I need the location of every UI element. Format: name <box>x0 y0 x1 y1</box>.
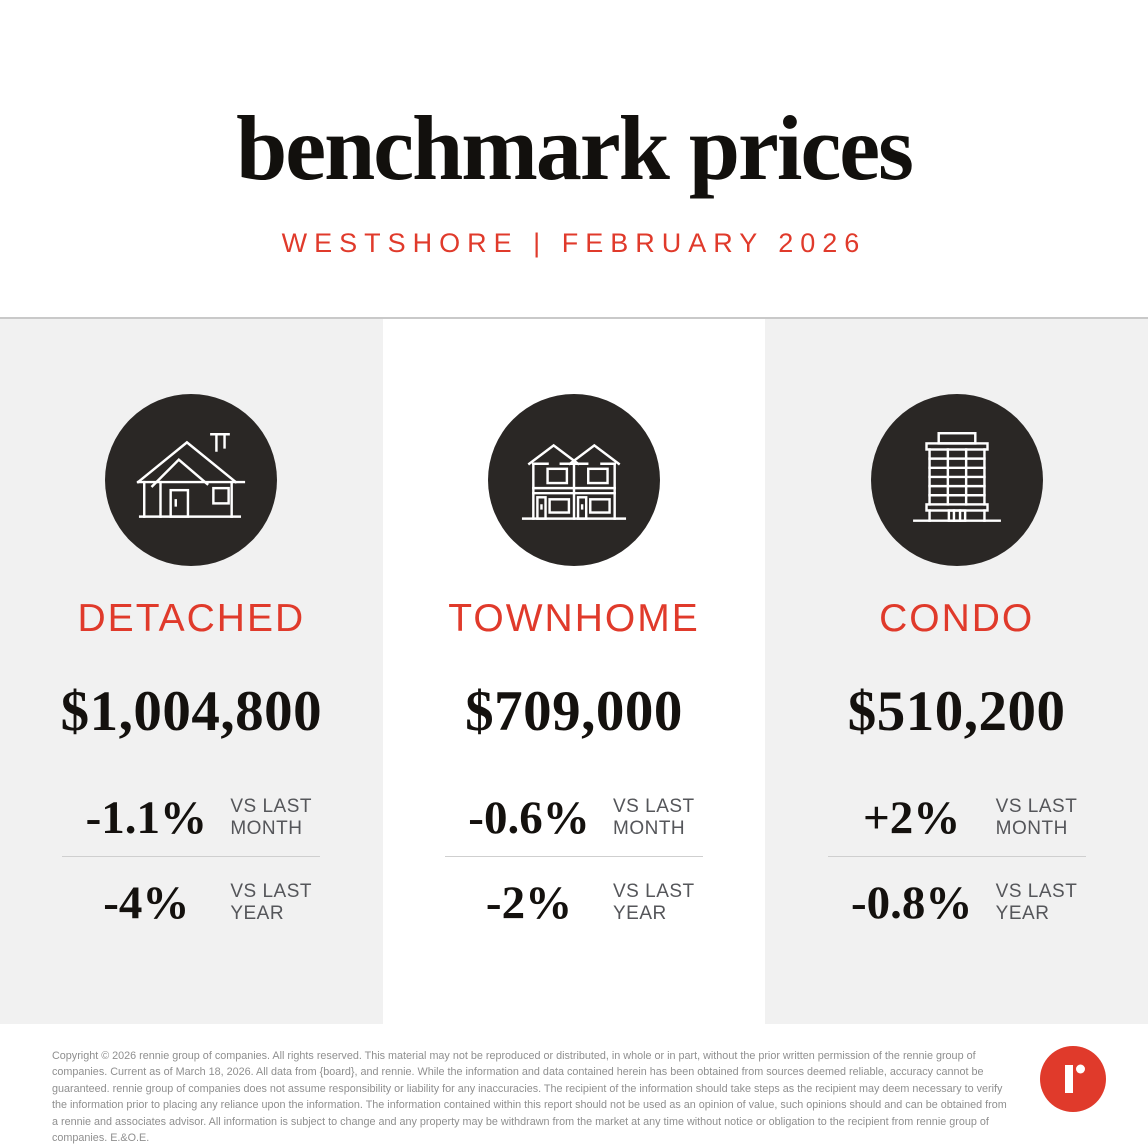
page-title: benchmark prices <box>236 97 914 199</box>
category-label: TOWNHOME <box>448 597 700 640</box>
condo-building-icon <box>870 394 1043 566</box>
price-change-stats: -1.1% VS LAST MONTH -4% VS LAST YEAR <box>62 786 321 935</box>
copyright-disclaimer: Copyright © 2026 rennie group of compani… <box>52 1050 1007 1145</box>
year-change-label: VS LAST YEAR <box>230 880 312 924</box>
month-change-value: +2% <box>863 791 961 844</box>
rennie-logo <box>1040 1046 1106 1112</box>
stat-divider <box>827 855 1086 857</box>
month-change-label: VS LAST MONTH <box>613 795 695 839</box>
footer: Copyright © 2026 rennie group of compani… <box>0 1024 1148 1146</box>
header: benchmark prices WESTSHORE | FEBRUARY 20… <box>0 0 1148 319</box>
month-change-label: VS LAST MONTH <box>230 795 312 839</box>
vs-last-month-row: -1.1% VS LAST MONTH <box>62 786 320 850</box>
year-change-value: -0.8% <box>850 876 973 929</box>
column-detached: DETACHED $1,004,800 -1.1% VS LAST MONTH … <box>0 319 383 1024</box>
townhome-icon <box>488 394 660 566</box>
price-change-stats: +2% VS LAST MONTH -0.8% VS LAST YEAR <box>827 786 1086 935</box>
vs-last-year-row: -2% VS LAST YEAR <box>445 871 703 935</box>
benchmark-price: $1,004,800 <box>60 679 323 743</box>
year-change-label: VS LAST YEAR <box>613 880 695 924</box>
vs-last-year-row: -4% VS LAST YEAR <box>62 871 320 935</box>
year-change-value: -4% <box>103 876 190 929</box>
stat-divider <box>445 855 703 857</box>
column-townhome: TOWNHOME $709,000 -0.6% VS LAST MONTH -2… <box>382 319 766 1024</box>
benchmark-price: $709,000 <box>465 679 683 743</box>
vs-last-month-row: +2% VS LAST MONTH <box>828 786 1086 850</box>
year-change-value: -2% <box>485 876 573 929</box>
benchmark-price: $510,200 <box>847 679 1066 743</box>
page-subtitle: WESTSHORE | FEBRUARY 2026 <box>281 228 867 258</box>
category-label: CONDO <box>879 597 1035 640</box>
stat-divider <box>62 855 321 857</box>
column-condo: CONDO $510,200 +2% VS LAST MONTH -0.8% V… <box>765 319 1148 1024</box>
vs-last-month-row: -0.6% VS LAST MONTH <box>445 786 703 850</box>
category-label: DETACHED <box>77 597 306 640</box>
month-change-value: -1.1% <box>85 791 208 844</box>
month-change-value: -0.6% <box>468 791 590 844</box>
detached-house-icon <box>105 394 278 566</box>
benchmark-columns: DETACHED $1,004,800 -1.1% VS LAST MONTH … <box>0 319 1148 1024</box>
vs-last-year-row: -0.8% VS LAST YEAR <box>828 871 1086 935</box>
year-change-label: VS LAST YEAR <box>995 880 1078 924</box>
month-change-label: VS LAST MONTH <box>995 795 1078 839</box>
price-change-stats: -0.6% VS LAST MONTH -2% VS LAST YEAR <box>445 786 703 935</box>
